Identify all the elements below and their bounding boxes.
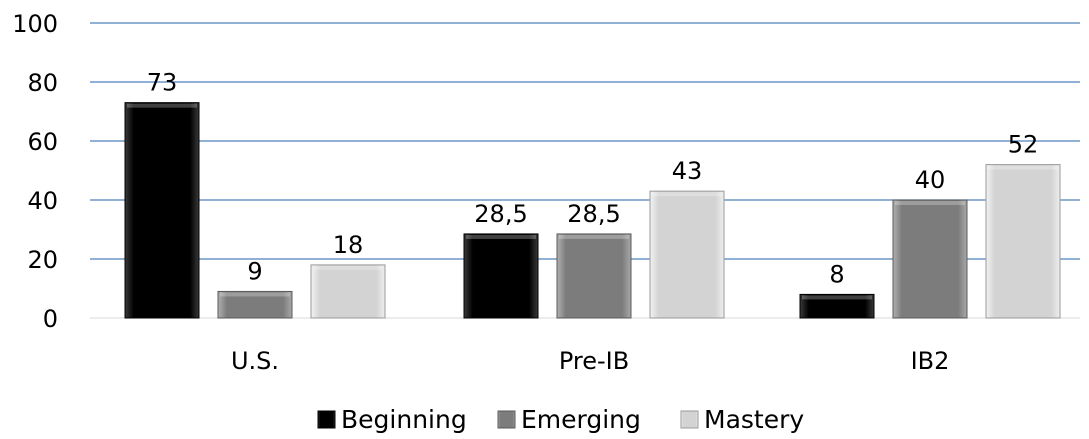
data-label: 18 (333, 231, 364, 259)
bar-mastery-us (310, 264, 386, 319)
legend-swatch-beginning (317, 410, 336, 429)
data-label: 73 (147, 69, 178, 97)
bars (124, 102, 1061, 319)
bar-mastery-preib (649, 190, 725, 319)
legend-swatch-mastery (680, 410, 699, 429)
data-label: 40 (915, 166, 946, 194)
y-tick-label: 0 (43, 305, 58, 333)
y-tick-label: 40 (27, 187, 58, 215)
bar-highlight (313, 265, 383, 270)
bar-highlight (127, 103, 197, 108)
y-tick-label: 20 (27, 246, 58, 274)
bar-beginning-preib (463, 233, 539, 319)
category-label: Pre-IB (559, 347, 629, 375)
category-label: IB2 (911, 347, 950, 375)
bar-highlight (559, 234, 629, 239)
bar-highlight (988, 165, 1058, 170)
data-label: 9 (247, 257, 262, 285)
data-label: 43 (672, 157, 703, 185)
bar-highlight (802, 295, 872, 300)
data-label: 52 (1008, 131, 1039, 159)
category-labels: U.S. Pre-IB IB2 (231, 347, 949, 375)
bar-highlight (895, 201, 965, 205)
bar-emerging-ib2 (892, 199, 968, 319)
legend-label-beginning: Beginning (341, 405, 467, 434)
bar-highlight (220, 292, 290, 297)
bar-highlight (466, 234, 536, 239)
legend-swatch-emerging (497, 410, 516, 429)
data-label: 8 (829, 260, 844, 288)
bar-emerging-preib (556, 233, 632, 319)
bar-emerging-us (217, 290, 293, 319)
data-labels: 73 9 18 28,5 28,5 43 8 40 52 (147, 69, 1039, 289)
y-tick-label: 100 (12, 10, 58, 38)
data-label: 28,5 (474, 200, 527, 228)
y-axis-ticks: 0 20 40 60 80 100 (12, 10, 58, 333)
bar-highlight (652, 192, 722, 197)
legend: Beginning Emerging Mastery (317, 405, 804, 434)
data-label: 28,5 (567, 200, 620, 228)
category-label: U.S. (231, 347, 279, 375)
bar-mastery-ib2 (985, 164, 1061, 319)
legend-label-emerging: Emerging (521, 405, 641, 434)
bar-beginning-us (124, 102, 200, 319)
y-tick-label: 80 (27, 69, 58, 97)
bar-beginning-ib2 (799, 293, 875, 319)
legend-label-mastery: Mastery (704, 405, 804, 434)
y-tick-label: 60 (27, 128, 58, 156)
